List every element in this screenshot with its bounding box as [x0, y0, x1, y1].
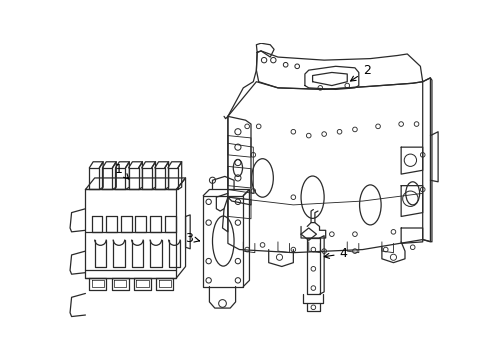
Text: 3: 3 — [185, 232, 199, 245]
Text: 2: 2 — [350, 64, 370, 81]
Text: 1: 1 — [115, 163, 128, 179]
Text: 4: 4 — [324, 247, 346, 260]
